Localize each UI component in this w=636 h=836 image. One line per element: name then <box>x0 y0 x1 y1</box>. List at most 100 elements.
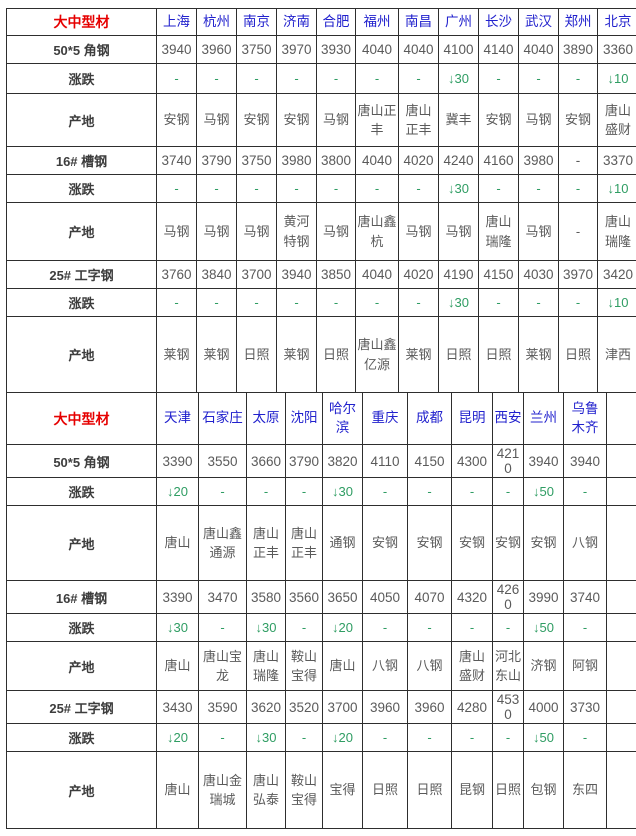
origin-cell: 唐山 <box>157 752 199 829</box>
origin-cell: 唐山正丰 <box>399 94 439 147</box>
origin-cell: 黄河特钢 <box>277 203 317 261</box>
city-header[interactable]: 济南 <box>277 9 317 36</box>
city-header[interactable]: 西安 <box>493 393 524 445</box>
city-header[interactable]: 杭州 <box>197 9 237 36</box>
price-cell <box>607 691 636 724</box>
origin-cell: 唐山瑞隆 <box>247 642 286 691</box>
price-cell: 3960 <box>197 36 237 64</box>
change-cell: - <box>452 478 493 506</box>
origin-cell: 阿钢 <box>564 642 607 691</box>
change-cell: - <box>363 478 408 506</box>
change-cell: - <box>286 478 323 506</box>
change-row-label: 涨跌 <box>7 478 157 506</box>
city-header[interactable]: 兰州 <box>524 393 564 445</box>
city-header[interactable]: 南京 <box>237 9 277 36</box>
change-cell <box>607 478 636 506</box>
city-header[interactable]: 太原 <box>247 393 286 445</box>
change-cell: ↓20 <box>157 478 199 506</box>
price-cell: 4530 <box>493 691 524 724</box>
change-cell: - <box>277 64 317 94</box>
city-header[interactable]: 南昌 <box>399 9 439 36</box>
change-cell: ↓30 <box>247 724 286 752</box>
change-cell: - <box>479 175 519 203</box>
city-header[interactable]: 昆明 <box>452 393 493 445</box>
change-cell: ↓30 <box>157 614 199 642</box>
price-cell: 3750 <box>237 147 277 175</box>
change-cell: - <box>286 614 323 642</box>
change-cell: - <box>157 64 197 94</box>
price-cell: 4050 <box>363 581 408 614</box>
city-header[interactable]: 哈尔滨 <box>323 393 363 445</box>
change-row: 涨跌-------↓30---↓10 <box>7 175 636 203</box>
price-cell: 3840 <box>197 261 237 289</box>
change-row-label: 涨跌 <box>7 175 157 203</box>
city-header[interactable]: 重庆 <box>363 393 408 445</box>
change-cell <box>607 724 636 752</box>
change-row: 涨跌↓30-↓30-↓20----↓50- <box>7 614 636 642</box>
change-cell: - <box>199 724 247 752</box>
city-header[interactable]: 郑州 <box>559 9 598 36</box>
change-cell: - <box>356 64 399 94</box>
change-row-label: 涨跌 <box>7 614 157 642</box>
origin-cell: 马钢 <box>317 203 356 261</box>
origin-cell: 唐山正丰 <box>286 506 323 581</box>
product-row-label: 25# 工字钢 <box>7 691 157 724</box>
price-cell: 3930 <box>317 36 356 64</box>
price-cell: 3790 <box>286 445 323 478</box>
origin-cell: 马钢 <box>519 94 559 147</box>
change-cell: - <box>564 724 607 752</box>
city-header[interactable]: 北京 <box>598 9 636 36</box>
price-cell: 3420 <box>598 261 636 289</box>
price-cell: 4040 <box>356 147 399 175</box>
price-cell: 3660 <box>247 445 286 478</box>
change-cell: ↓30 <box>323 478 363 506</box>
city-header[interactable]: 合肥 <box>317 9 356 36</box>
price-cell: 3990 <box>524 581 564 614</box>
city-header[interactable]: 成都 <box>408 393 452 445</box>
price-cell: 4040 <box>399 36 439 64</box>
city-header[interactable]: 沈阳 <box>286 393 323 445</box>
price-cell: 4190 <box>439 261 479 289</box>
origin-cell: 马钢 <box>399 203 439 261</box>
origin-cell: 唐山鑫亿源 <box>356 317 399 393</box>
price-cell: 4070 <box>408 581 452 614</box>
city-header[interactable]: 天津 <box>157 393 199 445</box>
origin-cell: 安钢 <box>237 94 277 147</box>
city-header[interactable]: 上海 <box>157 9 197 36</box>
change-cell: - <box>237 175 277 203</box>
price-cell: 4040 <box>356 261 399 289</box>
change-cell: ↓30 <box>247 614 286 642</box>
city-header[interactable]: 广州 <box>439 9 479 36</box>
price-cell: 3550 <box>199 445 247 478</box>
price-cell: 3390 <box>157 581 199 614</box>
origin-cell: 河北东山 <box>493 642 524 691</box>
city-header[interactable]: 乌鲁木齐 <box>564 393 607 445</box>
change-cell: ↓30 <box>439 289 479 317</box>
price-cell: 3970 <box>277 36 317 64</box>
change-cell: - <box>356 175 399 203</box>
change-cell: - <box>564 478 607 506</box>
section-title: 大中型材 <box>7 9 157 36</box>
change-cell: - <box>399 289 439 317</box>
change-cell: - <box>479 64 519 94</box>
origin-cell: 莱钢 <box>277 317 317 393</box>
origin-cell: 八钢 <box>363 642 408 691</box>
price-cell: 3800 <box>317 147 356 175</box>
price-cell: 4140 <box>479 36 519 64</box>
price-cell: 4100 <box>439 36 479 64</box>
city-header[interactable]: 武汉 <box>519 9 559 36</box>
change-cell: - <box>157 175 197 203</box>
change-cell: - <box>559 175 598 203</box>
section-header-row: 大中型材上海杭州南京济南合肥福州南昌广州长沙武汉郑州北京 <box>7 9 636 36</box>
city-header[interactable]: 长沙 <box>479 9 519 36</box>
price-cell: 3520 <box>286 691 323 724</box>
origin-cell: 马钢 <box>197 203 237 261</box>
origin-cell: 安钢 <box>408 506 452 581</box>
city-header[interactable]: 福州 <box>356 9 399 36</box>
city-header[interactable]: 石家庄 <box>199 393 247 445</box>
